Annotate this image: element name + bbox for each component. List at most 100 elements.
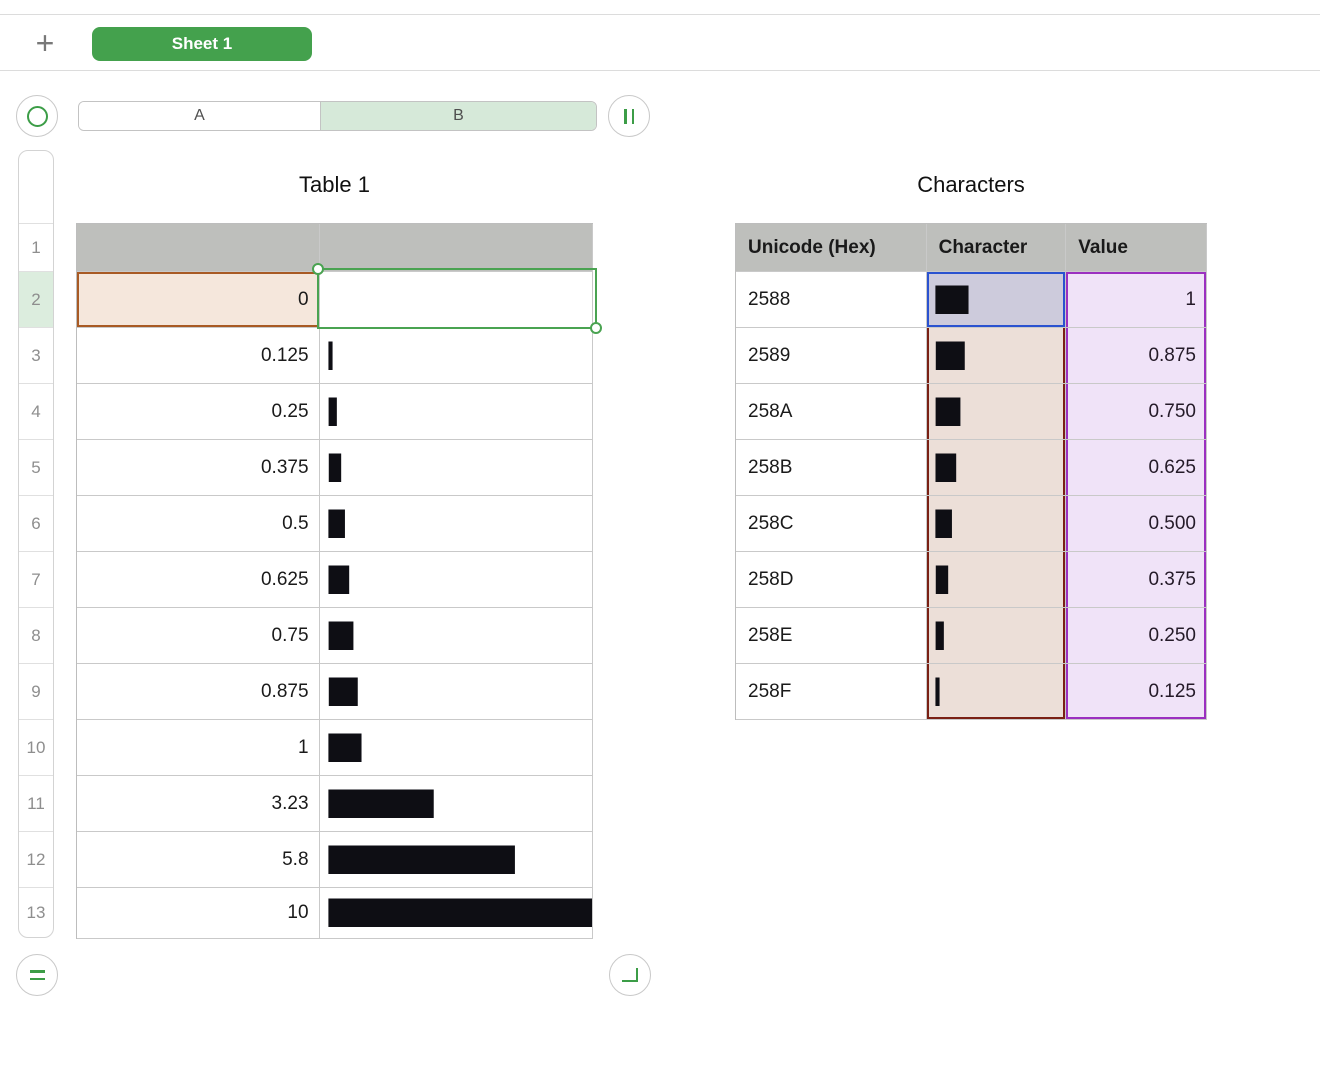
table-row: 0.75 ▊ bbox=[77, 608, 593, 664]
add-column-button[interactable] bbox=[608, 95, 650, 137]
characters-table: Unicode (Hex) Character Value 2588 █ 1 2… bbox=[735, 223, 1207, 720]
table-row: 258F ▏ 0.125 bbox=[736, 664, 1207, 720]
characters-header-value[interactable]: Value bbox=[1066, 224, 1207, 272]
add-sheet-button[interactable]: + bbox=[35, 24, 55, 61]
characters-cell-hex-1[interactable]: 2588 bbox=[736, 272, 927, 328]
table1-cell-a5[interactable]: 0.375 bbox=[77, 440, 320, 496]
row-number-1[interactable]: 1 bbox=[19, 224, 53, 272]
table1-cell-b9[interactable]: ▉ bbox=[319, 664, 593, 720]
table1-cell-b7[interactable]: ▋ bbox=[319, 552, 593, 608]
column-header-a[interactable]: A bbox=[79, 102, 321, 130]
row-number-strip: 1 2 3 4 5 6 7 8 9 10 11 12 13 bbox=[18, 150, 54, 938]
selection-handle-bottom-right[interactable] bbox=[590, 322, 602, 334]
table-row: 1 █ bbox=[77, 720, 593, 776]
row-number-8[interactable]: 8 bbox=[19, 608, 53, 664]
table1-cell-a1[interactable] bbox=[77, 224, 320, 272]
table-row: 0.875 ▉ bbox=[77, 664, 593, 720]
row-number-6[interactable]: 6 bbox=[19, 496, 53, 552]
characters-cell-value-8[interactable]: 0.125 bbox=[1066, 664, 1207, 720]
characters-cell-value-4[interactable]: 0.625 bbox=[1066, 440, 1207, 496]
row-number-5[interactable]: 5 bbox=[19, 440, 53, 496]
characters-cell-char-6[interactable]: ▍ bbox=[926, 552, 1067, 608]
selection-handle-top-left[interactable] bbox=[312, 263, 324, 275]
row-number-4[interactable]: 4 bbox=[19, 384, 53, 440]
block-glyph: █ bbox=[935, 285, 968, 314]
row-number-13[interactable]: 13 bbox=[26, 903, 46, 922]
characters-cell-hex-4[interactable]: 258B bbox=[736, 440, 927, 496]
block-glyph: ▉ bbox=[935, 341, 968, 370]
characters-cell-hex-7[interactable]: 258E bbox=[736, 608, 927, 664]
bar-glyph: ▌ bbox=[328, 509, 361, 538]
sheet-tab[interactable]: Sheet 1 bbox=[92, 27, 312, 61]
table1-cell-a3[interactable]: 0.125 bbox=[77, 328, 320, 384]
table1-cell-a11[interactable]: 3.23 bbox=[77, 776, 320, 832]
table-handle-icon bbox=[26, 105, 48, 127]
characters-cell-hex-5[interactable]: 258C bbox=[736, 496, 927, 552]
characters-cell-value-5[interactable]: 0.500 bbox=[1066, 496, 1207, 552]
table-row: 0.625 ▋ bbox=[77, 552, 593, 608]
table1-cell-a10[interactable]: 1 bbox=[77, 720, 320, 776]
table-row: 258C ▌ 0.500 bbox=[736, 496, 1207, 552]
block-glyph: ▊ bbox=[935, 397, 968, 426]
row-number-3[interactable]: 3 bbox=[19, 328, 53, 384]
table-select-handle[interactable] bbox=[16, 95, 58, 137]
table1-cell-b12[interactable]: █████▊ bbox=[319, 832, 593, 888]
row-strip-spacer bbox=[19, 151, 53, 224]
active-cell-selection[interactable] bbox=[317, 268, 597, 329]
table1-cell-a8[interactable]: 0.75 bbox=[77, 608, 320, 664]
characters-cell-value-6[interactable]: 0.375 bbox=[1066, 552, 1207, 608]
table1-cell-b13[interactable]: ██████████ bbox=[319, 888, 593, 939]
table1-cell-a2[interactable]: 0 bbox=[77, 272, 320, 328]
row-number-7[interactable]: 7 bbox=[19, 552, 53, 608]
table-row: 10 ██████████ bbox=[77, 888, 593, 939]
bar-glyph: ▍ bbox=[328, 453, 361, 482]
table1-cell-a13[interactable]: 10 bbox=[77, 888, 320, 939]
characters-header-char[interactable]: Character bbox=[926, 224, 1067, 272]
table1-cell-a12[interactable]: 5.8 bbox=[77, 832, 320, 888]
block-glyph: ▌ bbox=[935, 509, 968, 538]
table1-cell-a7[interactable]: 0.625 bbox=[77, 552, 320, 608]
table1-cell-a9[interactable]: 0.875 bbox=[77, 664, 320, 720]
characters-cell-char-2[interactable]: ▉ bbox=[926, 328, 1067, 384]
characters-cell-hex-3[interactable]: 258A bbox=[736, 384, 927, 440]
characters-cell-hex-6[interactable]: 258D bbox=[736, 552, 927, 608]
characters-cell-char-5[interactable]: ▌ bbox=[926, 496, 1067, 552]
row-number-9[interactable]: 9 bbox=[19, 664, 53, 720]
characters-cell-char-8[interactable]: ▏ bbox=[926, 664, 1067, 720]
table1-cell-b5[interactable]: ▍ bbox=[319, 440, 593, 496]
table-resize-handle[interactable] bbox=[609, 954, 651, 996]
row-number-11[interactable]: 11 bbox=[19, 776, 53, 832]
table-row: 258D ▍ 0.375 bbox=[736, 552, 1207, 608]
characters-cell-char-7[interactable]: ▎ bbox=[926, 608, 1067, 664]
characters-cell-char-1[interactable]: █ bbox=[926, 272, 1067, 328]
table1-cell-b1[interactable] bbox=[319, 224, 593, 272]
characters-header-hex[interactable]: Unicode (Hex) bbox=[736, 224, 927, 272]
table1-title: Table 1 bbox=[299, 172, 370, 197]
characters-cell-value-2[interactable]: 0.875 bbox=[1066, 328, 1207, 384]
block-glyph: ▍ bbox=[935, 565, 968, 594]
table1-cell-b3[interactable]: ▏ bbox=[319, 328, 593, 384]
row-number-2[interactable]: 2 bbox=[19, 272, 53, 328]
table1-cell-b8[interactable]: ▊ bbox=[319, 608, 593, 664]
characters-cell-hex-2[interactable]: 2589 bbox=[736, 328, 927, 384]
bar-glyph: ▏ bbox=[328, 341, 361, 370]
table1-cell-b11[interactable]: ███▎ bbox=[319, 776, 593, 832]
table1-cell-b6[interactable]: ▌ bbox=[319, 496, 593, 552]
add-row-button[interactable] bbox=[16, 954, 58, 996]
characters-cell-value-3[interactable]: 0.750 bbox=[1066, 384, 1207, 440]
table1-cell-a6[interactable]: 0.5 bbox=[77, 496, 320, 552]
block-glyph: ▎ bbox=[935, 621, 968, 650]
table1-cell-a4[interactable]: 0.25 bbox=[77, 384, 320, 440]
row-number-10[interactable]: 10 bbox=[19, 720, 53, 776]
characters-cell-char-3[interactable]: ▊ bbox=[926, 384, 1067, 440]
table-row: 0.5 ▌ bbox=[77, 496, 593, 552]
table1-cell-b4[interactable]: ▎ bbox=[319, 384, 593, 440]
column-header-b[interactable]: B bbox=[321, 102, 596, 130]
table-row: 0.25 ▎ bbox=[77, 384, 593, 440]
row-number-12[interactable]: 12 bbox=[19, 832, 53, 888]
table1-cell-b10[interactable]: █ bbox=[319, 720, 593, 776]
characters-cell-value-1[interactable]: 1 bbox=[1066, 272, 1207, 328]
characters-cell-hex-8[interactable]: 258F bbox=[736, 664, 927, 720]
characters-cell-value-7[interactable]: 0.250 bbox=[1066, 608, 1207, 664]
characters-cell-char-4[interactable]: ▋ bbox=[926, 440, 1067, 496]
